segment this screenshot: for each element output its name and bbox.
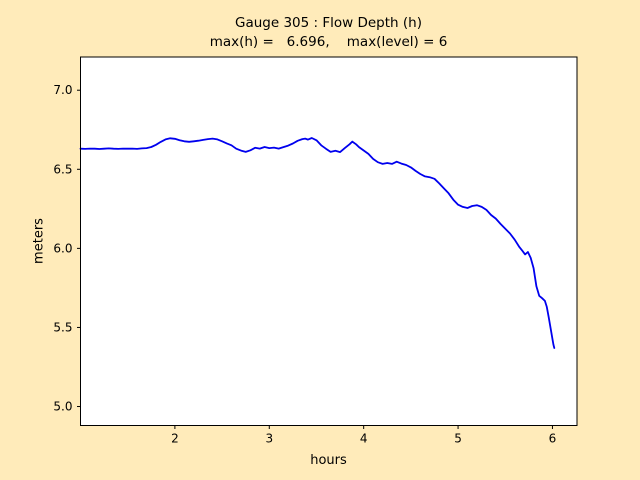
- x-axis-label: hours: [310, 453, 347, 468]
- chart-title: Gauge 305 : Flow Depth (h): [235, 15, 422, 31]
- chart-subtitle: max(h) = 6.696, max(level) = 6: [209, 34, 448, 50]
- y-tick-label: 6.5: [53, 162, 72, 176]
- y-axis-label: meters: [31, 218, 47, 264]
- x-tick-label: 5: [454, 432, 462, 446]
- title-block: Gauge 305 : Flow Depth (h) max(h) = 6.69…: [80, 14, 577, 52]
- y-tick-label: 6.0: [53, 241, 72, 255]
- plot-area: [80, 57, 577, 426]
- y-tick-label: 7.0: [53, 83, 72, 97]
- x-tick-label: 4: [360, 432, 368, 446]
- y-tick-label: 5.5: [53, 320, 72, 334]
- axis-tick-marks: [77, 89, 553, 429]
- x-axis-label-wrap: hours: [80, 453, 577, 468]
- axis-tick-labels: 2 3 4 5 6 5.0 5.5 6.0 6.5 7.0: [53, 83, 556, 445]
- y-tick-label: 5.0: [53, 400, 72, 414]
- x-tick-label: 6: [549, 432, 557, 446]
- flow-depth-line: [79, 137, 556, 349]
- axes-frame: [80, 56, 578, 426]
- x-tick-label: 3: [265, 432, 273, 446]
- x-tick-label: 2: [171, 432, 179, 446]
